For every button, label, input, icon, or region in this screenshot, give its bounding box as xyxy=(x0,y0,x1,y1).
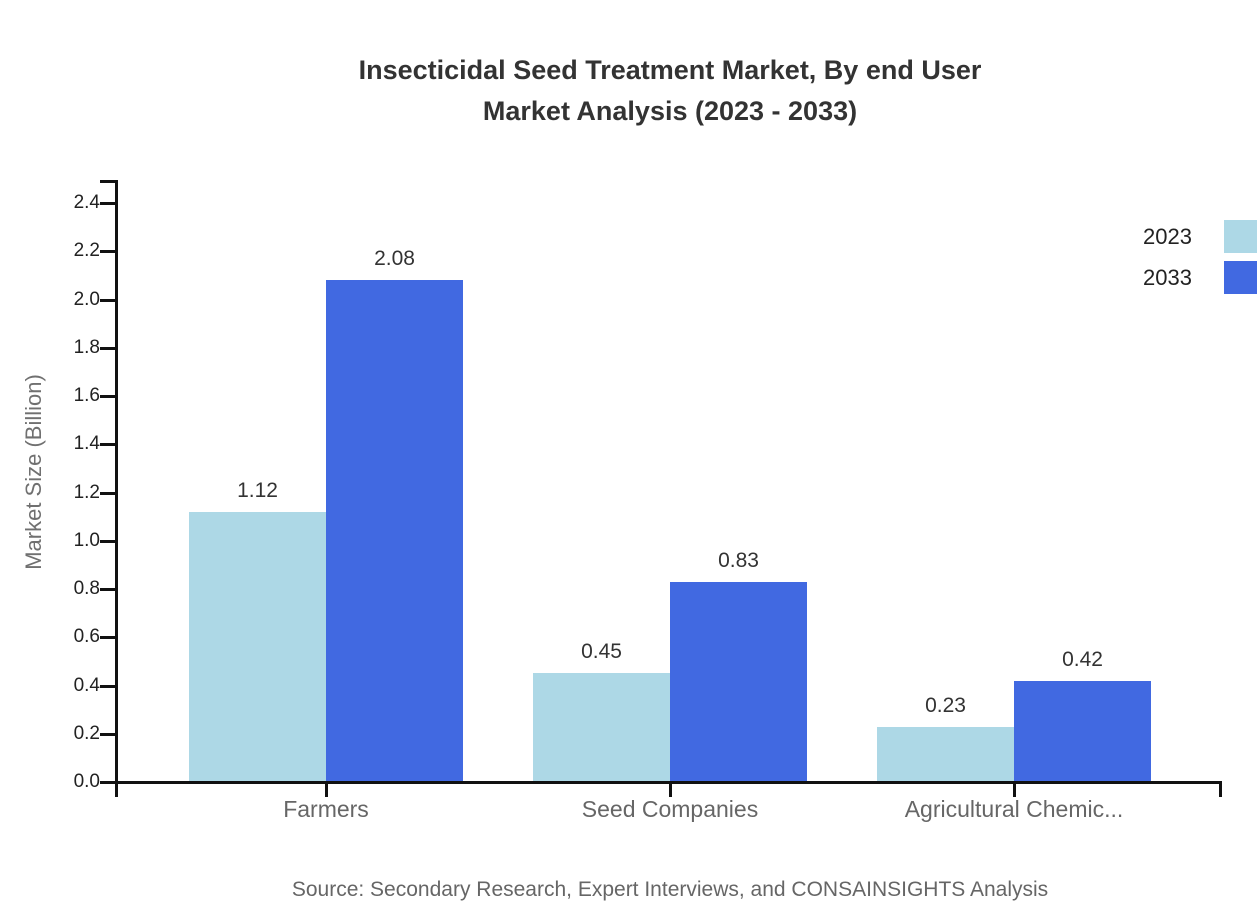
y-axis-tick-label: 2.0 xyxy=(73,289,100,310)
y-axis-tick-label: 1.2 xyxy=(73,482,100,503)
y-axis-end-tick xyxy=(100,180,115,183)
y-axis-tick xyxy=(100,443,115,446)
y-axis-tick xyxy=(100,540,115,543)
y-axis-tick xyxy=(100,636,115,639)
y-axis-tick-label: 1.4 xyxy=(73,433,100,454)
x-axis-tick xyxy=(115,784,118,797)
legend-swatch-2023 xyxy=(1224,220,1257,253)
x-axis-tick xyxy=(1013,784,1016,797)
x-axis-tick xyxy=(325,784,328,797)
bar-2033-seed-companies xyxy=(670,582,807,782)
value-label-2033-farmers: 2.08 xyxy=(374,247,415,270)
bar-2023-farmers xyxy=(189,512,326,782)
bar-2033-farmers xyxy=(326,280,463,782)
y-axis-tick-label: 0.8 xyxy=(73,578,100,599)
y-axis-tick-label: 0.0 xyxy=(73,771,100,792)
y-axis-tick xyxy=(100,781,115,784)
y-axis-tick-label: 1.0 xyxy=(73,530,100,551)
y-axis-tick-label: 0.4 xyxy=(73,675,100,696)
y-axis-tick-label: 0.2 xyxy=(73,723,100,744)
chart-title-line1: Insecticidal Seed Treatment Market, By e… xyxy=(358,55,982,85)
legend-swatch-2033 xyxy=(1224,261,1257,294)
y-axis-tick-label: 0.6 xyxy=(73,626,100,647)
y-axis-tick xyxy=(100,347,115,350)
y-axis-tick xyxy=(100,733,115,736)
x-axis-tick xyxy=(669,784,672,797)
y-axis-tick xyxy=(100,202,115,205)
x-axis-tick xyxy=(1219,784,1222,797)
source-note: Source: Secondary Research, Expert Inter… xyxy=(291,878,1049,901)
value-label-2033-seed-companies: 0.83 xyxy=(718,549,759,572)
chart-title-line2: Market Analysis (2023 - 2033) xyxy=(482,96,858,126)
value-label-2023-agricultural-chemic: 0.23 xyxy=(925,694,966,717)
y-axis-line xyxy=(115,180,118,784)
y-axis-tick-label: 2.4 xyxy=(73,192,100,213)
legend-label-2033: 2033 xyxy=(1143,265,1192,290)
y-axis-tick xyxy=(100,492,115,495)
bar-2033-agricultural-chemic xyxy=(1014,681,1151,782)
y-axis-tick-label: 1.6 xyxy=(73,385,100,406)
x-category-label-agricultural-chemic: Agricultural Chemic... xyxy=(904,796,1124,822)
bar-2023-agricultural-chemic xyxy=(877,727,1014,782)
y-axis-tick xyxy=(100,588,115,591)
chart-title: Insecticidal Seed Treatment Market, By e… xyxy=(118,50,1222,132)
y-axis-tick xyxy=(100,395,115,398)
value-label-2023-seed-companies: 0.45 xyxy=(581,640,622,663)
bar-2023-seed-companies xyxy=(533,673,670,782)
legend-label-2023: 2023 xyxy=(1143,224,1192,249)
x-axis-line xyxy=(115,781,1222,784)
y-axis-tick xyxy=(100,250,115,253)
value-label-2023-farmers: 1.12 xyxy=(237,479,278,502)
y-axis-tick-label: 1.8 xyxy=(73,337,100,358)
x-category-label-farmers: Farmers xyxy=(283,796,369,822)
y-axis-tick-label: 2.2 xyxy=(73,240,100,261)
y-axis-tick xyxy=(100,299,115,302)
y-axis-tick xyxy=(100,685,115,688)
x-category-label-seed-companies: Seed Companies xyxy=(581,796,759,822)
value-label-2033-agricultural-chemic: 0.42 xyxy=(1062,648,1103,671)
